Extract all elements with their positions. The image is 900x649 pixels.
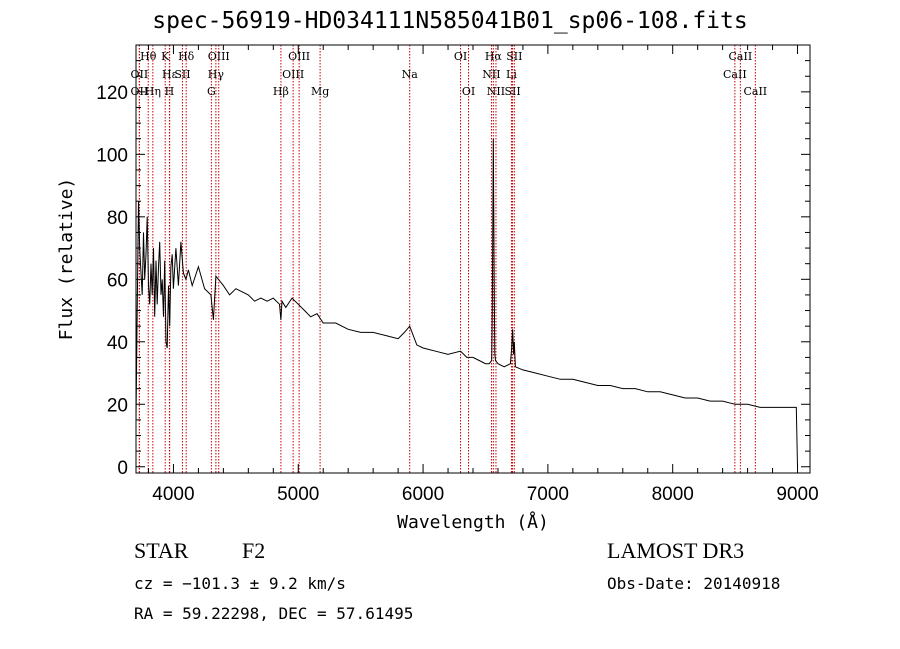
spectral-line-label: OII bbox=[131, 68, 149, 81]
y-tick-label: 20 bbox=[107, 395, 128, 416]
spectral-line-label: SII bbox=[174, 68, 190, 81]
spectral-line-label: OI bbox=[462, 85, 475, 98]
spectral-line-label: OIII bbox=[208, 50, 230, 63]
spectral-line-label: CaII bbox=[729, 50, 753, 63]
y-axis-ticks: 0 20 40 60 80 100 120 bbox=[96, 60, 810, 479]
x-tick-label: 4000 bbox=[152, 484, 194, 505]
y-tick-label: 60 bbox=[107, 270, 128, 291]
spectral-line-label: NII bbox=[482, 68, 500, 81]
redshift-readout: cz = −101.3 ± 9.2 km/s bbox=[134, 574, 346, 593]
spectral-line-label: Hδ bbox=[178, 50, 195, 63]
y-tick-label: 0 bbox=[117, 458, 128, 479]
spectral-line-label: SII bbox=[504, 85, 520, 98]
spectral-line-label: Hθ bbox=[140, 50, 157, 63]
y-axis-label: Flux (relative) bbox=[56, 178, 77, 341]
spectral-line-label: OI bbox=[454, 50, 467, 63]
obs-date: Obs-Date: 20140918 bbox=[607, 574, 781, 593]
spectral-subclass: F2 bbox=[242, 538, 266, 563]
spectral-line-label: Hγ bbox=[208, 68, 225, 81]
spectral-line-label: OIII bbox=[288, 50, 310, 63]
spectral-line-label: Hε bbox=[162, 68, 178, 81]
plot-frame bbox=[135, 44, 811, 474]
spectral-line-label: K bbox=[161, 50, 170, 63]
spectral-line-label: Hη bbox=[145, 85, 161, 98]
spectral-line-markers bbox=[138, 45, 756, 473]
coordinates: RA = 59.22298, DEC = 57.61495 bbox=[134, 604, 414, 623]
spectral-line-label: SII bbox=[506, 50, 522, 63]
spectral-line-label: CaII bbox=[723, 68, 747, 81]
x-tick-label: 5000 bbox=[277, 484, 319, 505]
spectral-line-label: Mg bbox=[311, 85, 329, 98]
x-axis-ticks: 4000 5000 6000 7000 8000 9000 bbox=[147, 45, 819, 505]
spectral-line-label: CaII bbox=[743, 85, 767, 98]
spectral-line-label: G bbox=[207, 85, 216, 98]
y-tick-label: 80 bbox=[107, 208, 128, 229]
spectral-line-label: Li bbox=[506, 68, 517, 81]
x-axis-label: Wavelength (Å) bbox=[397, 511, 549, 533]
spectral-line-label: Hβ bbox=[273, 85, 289, 98]
y-tick-label: 100 bbox=[96, 145, 128, 166]
x-tick-label: 8000 bbox=[652, 484, 694, 505]
object-type: STAR bbox=[134, 538, 189, 563]
spectral-line-label: Na bbox=[402, 68, 419, 81]
x-tick-label: 6000 bbox=[402, 484, 444, 505]
x-tick-label: 9000 bbox=[776, 484, 818, 505]
survey-name: LAMOST DR3 bbox=[607, 538, 745, 563]
y-tick-label: 120 bbox=[96, 83, 128, 104]
spectral-line-label: OIII bbox=[282, 68, 304, 81]
spectral-line-label: NII bbox=[487, 85, 505, 98]
spectral-line-label: H bbox=[165, 85, 175, 98]
spectrum-line bbox=[135, 138, 798, 467]
spectral-line-label: Hα bbox=[485, 50, 503, 63]
y-tick-label: 40 bbox=[107, 333, 128, 354]
x-tick-label: 7000 bbox=[527, 484, 569, 505]
chart-title: spec-56919-HD034111N585041B01_sp06-108.f… bbox=[152, 8, 748, 34]
